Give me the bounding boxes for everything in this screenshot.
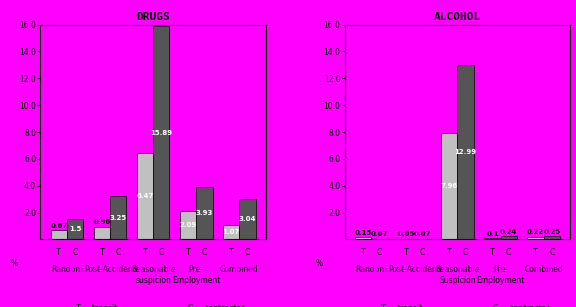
Text: T: T bbox=[229, 248, 233, 257]
Text: Combined: Combined bbox=[220, 265, 259, 274]
Bar bbox=[137, 153, 153, 239]
Text: 0.22: 0.22 bbox=[527, 229, 544, 235]
Text: 3.04: 3.04 bbox=[238, 216, 256, 222]
Text: 2.09: 2.09 bbox=[179, 223, 196, 228]
Bar bbox=[94, 227, 110, 239]
Bar bbox=[196, 187, 213, 239]
Bar bbox=[223, 225, 239, 239]
Text: 1.07: 1.07 bbox=[222, 229, 240, 235]
Bar bbox=[355, 237, 372, 239]
Text: Random: Random bbox=[355, 265, 387, 274]
Text: 3.25: 3.25 bbox=[109, 215, 127, 221]
Text: Post-Accident: Post-Accident bbox=[388, 265, 441, 274]
Text: T = transit: T = transit bbox=[381, 304, 422, 307]
Text: T: T bbox=[100, 248, 104, 257]
Text: T: T bbox=[447, 248, 452, 257]
Title: ALCOHOL: ALCOHOL bbox=[434, 12, 481, 22]
Text: T: T bbox=[56, 248, 61, 257]
Text: T = transit: T = transit bbox=[76, 304, 118, 307]
Text: C: C bbox=[116, 248, 121, 257]
Text: 6.47: 6.47 bbox=[136, 193, 154, 199]
Text: %: % bbox=[11, 259, 18, 268]
Text: 0.96: 0.96 bbox=[93, 219, 111, 225]
Text: Pre-
Employment: Pre- Employment bbox=[476, 265, 525, 285]
Bar bbox=[239, 199, 256, 239]
Bar bbox=[441, 133, 457, 239]
Text: C: C bbox=[549, 248, 555, 257]
Text: Post-Accident: Post-Accident bbox=[84, 265, 136, 274]
Text: C: C bbox=[463, 248, 468, 257]
Text: Combined: Combined bbox=[524, 265, 563, 274]
Text: 12.99: 12.99 bbox=[454, 149, 477, 155]
Bar bbox=[484, 238, 501, 239]
Text: 0.1: 0.1 bbox=[486, 231, 499, 237]
Text: T: T bbox=[361, 248, 366, 257]
Text: Pre-
Employment: Pre- Employment bbox=[172, 265, 221, 285]
Text: 0.05: 0.05 bbox=[397, 231, 415, 237]
Text: T: T bbox=[185, 248, 190, 257]
Text: 0.07: 0.07 bbox=[371, 231, 388, 237]
Bar bbox=[501, 236, 517, 239]
Text: 0.25: 0.25 bbox=[543, 229, 560, 235]
Text: T: T bbox=[404, 248, 408, 257]
Text: C: C bbox=[506, 248, 511, 257]
Text: 3.93: 3.93 bbox=[196, 210, 213, 216]
Text: %: % bbox=[316, 259, 323, 268]
Bar bbox=[457, 65, 474, 239]
Text: 0.24: 0.24 bbox=[500, 229, 517, 235]
Text: 0.67: 0.67 bbox=[50, 223, 67, 229]
Text: C: C bbox=[158, 248, 164, 257]
Bar bbox=[51, 231, 67, 239]
Text: 1.5: 1.5 bbox=[69, 226, 81, 232]
Text: 0.07: 0.07 bbox=[414, 231, 431, 237]
Text: C: C bbox=[377, 248, 382, 257]
Text: C: C bbox=[245, 248, 250, 257]
Text: T: T bbox=[143, 248, 147, 257]
Text: C = contractor: C = contractor bbox=[492, 304, 549, 307]
Text: 15.89: 15.89 bbox=[150, 130, 172, 136]
Bar bbox=[544, 236, 560, 239]
Text: Reasonable
Suspicion: Reasonable Suspicion bbox=[435, 265, 480, 285]
Text: 0.15: 0.15 bbox=[355, 230, 372, 236]
Bar bbox=[67, 219, 84, 239]
Text: Random: Random bbox=[51, 265, 83, 274]
Text: C = contractor: C = contractor bbox=[188, 304, 244, 307]
Title: DRUGS: DRUGS bbox=[136, 12, 170, 22]
Text: C: C bbox=[73, 248, 78, 257]
Text: C: C bbox=[202, 248, 207, 257]
Text: T: T bbox=[490, 248, 495, 257]
Bar bbox=[527, 236, 544, 239]
Bar bbox=[153, 26, 169, 239]
Text: Reasonable
suspicion: Reasonable suspicion bbox=[131, 265, 175, 285]
Bar bbox=[180, 212, 196, 239]
Bar bbox=[110, 196, 126, 239]
Text: C: C bbox=[420, 248, 425, 257]
Text: T: T bbox=[533, 248, 538, 257]
Text: 7.96: 7.96 bbox=[441, 183, 458, 189]
